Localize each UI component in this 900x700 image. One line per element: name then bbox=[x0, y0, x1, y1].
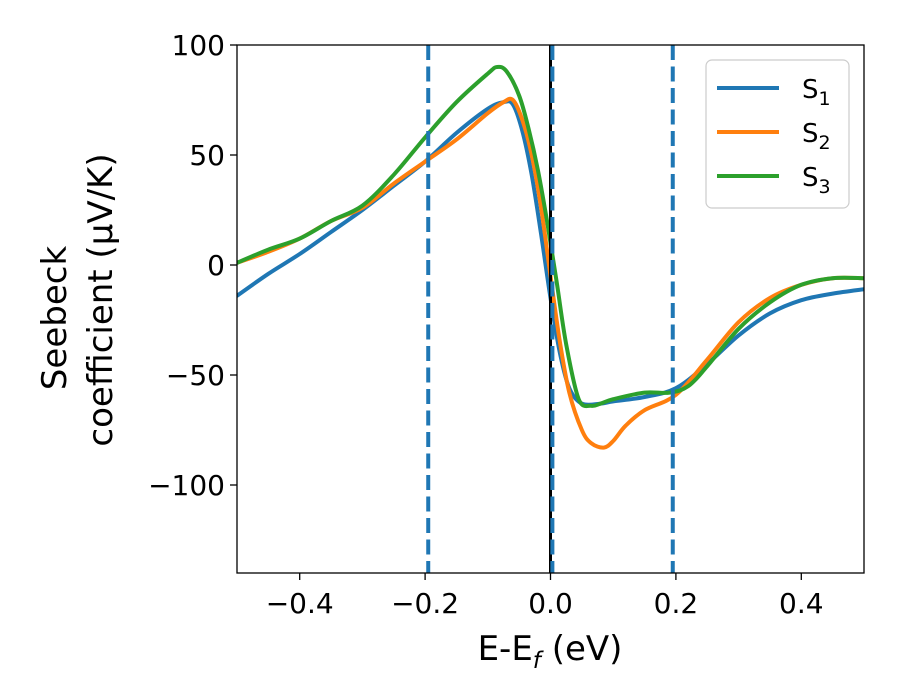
x-axis-title-main: E-E bbox=[478, 629, 533, 669]
x-axis-title: E-Ef (eV) bbox=[478, 629, 623, 674]
y-tick-label: −100 bbox=[148, 469, 225, 502]
x-axis-title-sub: f bbox=[533, 648, 544, 674]
legend-label-main: S bbox=[802, 163, 819, 193]
series-line-2 bbox=[237, 96, 864, 450]
y-axis-title-line2: coefficient (μV/K) bbox=[81, 153, 121, 446]
legend-label-main: S bbox=[802, 75, 819, 105]
x-tick-label: −0.2 bbox=[391, 587, 459, 620]
legend-label-sub: 3 bbox=[819, 176, 831, 198]
y-tick-label: 0 bbox=[207, 249, 225, 282]
x-tick-label: −0.4 bbox=[266, 587, 334, 620]
y-tick-label: 50 bbox=[189, 139, 225, 172]
x-tick-label: 0.0 bbox=[528, 587, 573, 620]
legend-label: S1 bbox=[802, 75, 831, 110]
y-axis-title: Seebeck coefficient (μV/K) bbox=[35, 153, 121, 446]
x-axis-title-rest: (eV) bbox=[541, 629, 623, 669]
y-axis-title-line1: Seebeck bbox=[35, 246, 75, 391]
x-tick-label: 0.4 bbox=[779, 587, 824, 620]
legend-label: S3 bbox=[802, 163, 831, 198]
x-tick-label: 0.2 bbox=[654, 587, 699, 620]
legend-label-sub: 2 bbox=[819, 132, 831, 154]
y-tick-label: 100 bbox=[172, 29, 225, 62]
y-tick-label: −50 bbox=[166, 359, 225, 392]
legend-label-sub: 1 bbox=[819, 88, 831, 110]
legend-label-main: S bbox=[802, 119, 819, 149]
legend-label: S2 bbox=[802, 119, 831, 154]
plot-area bbox=[237, 45, 864, 573]
